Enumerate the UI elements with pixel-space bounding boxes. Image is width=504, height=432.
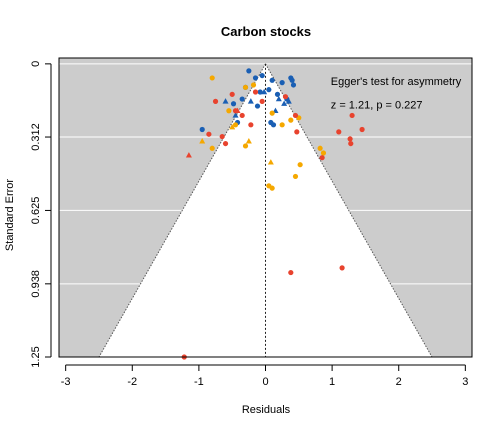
y-axis-label: Standard Error (4, 179, 16, 251)
point-s2-18 (359, 126, 365, 133)
point-s2-7 (222, 140, 229, 147)
y-tick-label-0: 0 (30, 61, 42, 67)
egger-test-result: z = 1.21, p = 0.227 (331, 99, 423, 111)
x-tick-label-3: 0 (262, 376, 268, 388)
point-s2-11 (292, 112, 299, 119)
point-s0-19 (199, 126, 205, 133)
y-axis: 0 0.312 0.625 0.938 1.25 (30, 61, 52, 368)
point-s0-4 (279, 80, 285, 86)
point-s1-2 (250, 82, 257, 88)
point-s2-19 (288, 269, 294, 276)
point-s1-7 (209, 145, 215, 151)
point-s2-13 (319, 155, 325, 161)
y-tick-label-1: 0.312 (30, 123, 42, 151)
point-s2-2 (239, 112, 245, 119)
point-s1-12 (320, 150, 327, 156)
point-s0-0 (246, 68, 252, 74)
point-s2-8 (212, 98, 219, 104)
point-s1-8 (242, 143, 249, 149)
x-tick-label-1: -2 (127, 376, 137, 388)
point-s2-6 (219, 133, 225, 140)
point-s2-23 (234, 107, 241, 113)
point-s2-5 (248, 122, 254, 128)
point-s1-0 (209, 75, 215, 81)
point-s0-10 (266, 87, 272, 93)
x-tick-label-0: -3 (61, 376, 71, 388)
x-tick-label-5: 2 (396, 376, 402, 388)
point-s1-3 (226, 108, 232, 114)
egger-test-title: Egger's test for asymmetry (331, 76, 462, 88)
point-s0-14 (230, 101, 237, 107)
x-tick-label-4: 1 (329, 376, 335, 388)
point-s1-14 (269, 185, 275, 191)
point-s0-27 (232, 112, 239, 118)
point-s0-16 (254, 103, 261, 109)
point-s0-9 (257, 89, 263, 95)
point-s1-17 (229, 123, 236, 130)
point-s0-21 (247, 98, 254, 104)
point-s0-25 (285, 98, 292, 104)
point-s0-23 (275, 95, 282, 102)
point-s0-11 (274, 91, 281, 97)
y-tick-label-4: 1.25 (30, 346, 42, 367)
point-s1-19 (245, 138, 252, 144)
point-s2-15 (347, 136, 353, 142)
point-s2-0 (229, 91, 235, 97)
point-s0-3 (269, 77, 275, 83)
point-s2-12 (294, 129, 300, 135)
point-s1-15 (292, 173, 299, 180)
point-s0-22 (261, 88, 268, 95)
point-s0-1 (252, 75, 259, 81)
point-s2-10 (282, 94, 289, 100)
y-tick-label-3: 0.938 (30, 270, 42, 298)
point-s1-5 (269, 110, 275, 116)
y-tick-label-2: 0.625 (30, 197, 42, 225)
point-s2-3 (252, 89, 259, 95)
point-s1-9 (279, 122, 285, 128)
point-s0-2 (259, 72, 265, 79)
point-s2-17 (349, 112, 355, 119)
plot-frame (58, 57, 473, 358)
point-s1-6 (288, 117, 294, 123)
point-s1-4 (232, 122, 239, 128)
funnel-left-boundary (98, 63, 266, 358)
point-s0-6 (289, 77, 295, 83)
funnel-region (98, 63, 433, 358)
point-s0-13 (239, 96, 245, 102)
point-s2-22 (185, 152, 192, 158)
point-s2-16 (348, 140, 354, 147)
point-s1-20 (267, 159, 274, 165)
point-s0-7 (290, 82, 297, 88)
x-tick-label-6: 3 (462, 376, 468, 388)
point-s2-9 (206, 131, 212, 137)
point-s1-1 (242, 84, 249, 90)
point-s2-20 (339, 265, 345, 271)
point-s0-20 (222, 98, 229, 104)
point-s0-24 (281, 100, 288, 106)
chart-title: Carbon stocks (221, 24, 311, 39)
point-s0-18 (270, 122, 277, 128)
x-axis: -3 -2 -1 0 1 2 3 (61, 364, 468, 388)
point-s2-14 (336, 129, 342, 135)
x-tick-label-2: -1 (194, 376, 204, 388)
x-axis-label: Residuals (242, 404, 291, 416)
point-s1-18 (199, 138, 206, 144)
point-s1-16 (297, 162, 303, 168)
funnel-right-boundary (265, 63, 433, 358)
point-s1-11 (317, 145, 323, 151)
point-s2-4 (259, 98, 265, 104)
plot-area (58, 57, 473, 360)
